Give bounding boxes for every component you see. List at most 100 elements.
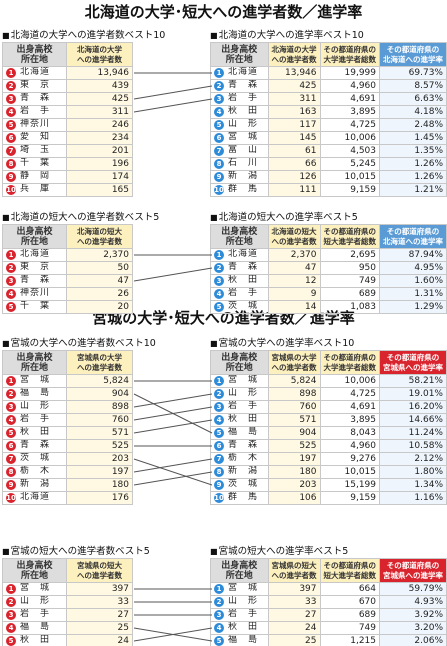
table-row: 4 福 島 25 — [2, 621, 133, 635]
pref-name: 東 京 — [20, 80, 51, 91]
pref-cell: 2 青 森 — [210, 261, 269, 275]
rank-badge: 7 — [6, 453, 16, 464]
pref-name: 北海道 — [228, 67, 259, 78]
table-row: 2 青 森 425 4,960 8.57% — [210, 79, 447, 93]
header-pref: 出身高校 所在地 — [2, 224, 67, 249]
pref-name: 静 岡 — [20, 171, 51, 182]
table-row: 4 秋 田 571 3,895 14.66% — [210, 413, 447, 427]
pref-name: 青 森 — [228, 262, 259, 273]
table-row: 3 青 森 47 — [2, 274, 133, 288]
table-row: 10 兵 庫 165 — [2, 183, 133, 197]
count-cell: 106 — [267, 491, 321, 505]
rate-cell: 1.29% — [379, 300, 447, 314]
table-row: 2 山 形 898 4,725 19.01% — [210, 387, 447, 401]
table-row: 6 青 森 525 — [2, 439, 133, 453]
count-cell: 47 — [66, 274, 133, 288]
pref-name: 茨 城 — [228, 479, 259, 490]
rate-cell: 16.20% — [379, 400, 447, 414]
pref-name: 茨 城 — [20, 453, 51, 464]
count-cell: 176 — [66, 491, 133, 505]
count-cell: 439 — [66, 79, 133, 93]
rate-cell: 87.94% — [379, 248, 447, 262]
count-cell: 27 — [66, 608, 133, 622]
pref-cell: 6 愛 知 — [2, 131, 67, 145]
pref-cell: 7 富 山 — [210, 144, 269, 158]
rank-badge: 3 — [6, 609, 16, 620]
pref-cell: 4 神奈川 — [2, 287, 67, 301]
rate-cell: 2.06% — [379, 634, 447, 646]
count-cell: 203 — [66, 452, 133, 466]
total-cell: 749 — [319, 274, 380, 288]
pref-cell: 1 北海道 — [2, 66, 67, 80]
rank-badge: 5 — [6, 301, 16, 312]
table-row: 8 千 葉 196 — [2, 157, 133, 171]
rank-badge: 1 — [214, 583, 224, 594]
table-row: 5 秋 田 24 — [2, 634, 133, 646]
rank-badge: 1 — [214, 249, 224, 260]
count-cell: 311 — [66, 105, 133, 119]
table-row: 4 神奈川 26 — [2, 287, 133, 301]
table-row: 4 岩 手 9 689 1.31% — [210, 287, 447, 301]
total-cell: 9,159 — [319, 183, 380, 197]
pref-cell: 1 宮 城 — [2, 582, 67, 596]
pref-name: 宮 城 — [228, 583, 259, 594]
count-cell: 27 — [267, 608, 321, 622]
rate-cell: 4.95% — [379, 261, 447, 275]
header-count: 北海道の短大 への進学者数 — [267, 224, 321, 249]
total-cell: 4,691 — [319, 92, 380, 106]
rank-badge: 7 — [214, 453, 224, 464]
rate-cell: 1.21% — [379, 183, 447, 197]
count-cell: 66 — [267, 157, 321, 171]
pref-cell: 1 宮 城 — [210, 374, 269, 388]
rank-badge: 4 — [214, 288, 224, 299]
total-cell: 4,725 — [319, 387, 380, 401]
table-mg_uni_num: 出身高校 所在地 宮城県の大学 への進学者数 1 宮 城 5,824 2 福 島 904 3 山 形 8… — [2, 350, 133, 505]
total-cell: 1,215 — [319, 634, 380, 646]
table-row: 10 群 馬 106 9,159 1.16% — [210, 491, 447, 505]
rank-badge: 2 — [6, 80, 16, 91]
pref-name: 山 形 — [20, 596, 51, 607]
table-row: 2 山 形 33 — [2, 595, 133, 609]
table-hk_uni_rate: 出身高校 所在地 北海道の大学 への進学者数 その都道府県の 大学進学者総数 その都道府県の… — [210, 42, 447, 197]
total-cell: 4,960 — [319, 79, 380, 93]
table-row: 2 山 形 33 670 4.93% — [210, 595, 447, 609]
table-row: 7 埼 玉 201 — [2, 144, 133, 158]
link-line — [133, 393, 213, 434]
pref-name: 千 葉 — [20, 158, 51, 169]
table-row: 7 栃 木 197 9,276 2.12% — [210, 452, 447, 466]
pref-cell: 9 新 潟 — [2, 478, 67, 492]
rank-badge: 2 — [214, 388, 224, 399]
total-cell: 3,895 — [319, 105, 380, 119]
pref-cell: 9 静 岡 — [2, 170, 67, 184]
rate-cell: 11.24% — [379, 426, 447, 440]
rate-cell: 59.79% — [379, 582, 447, 596]
rank-badge: 4 — [214, 622, 224, 633]
pref-cell: 10 群 馬 — [210, 183, 269, 197]
total-cell: 689 — [319, 608, 380, 622]
table-row: 5 秋 田 571 — [2, 426, 133, 440]
rate-cell: 58.21% — [379, 374, 447, 388]
pref-cell: 4 福 島 — [2, 621, 67, 635]
count-cell: 904 — [267, 426, 321, 440]
section-label-hk_jc_rate: 北海道の短大への進学率ベスト5 — [210, 212, 358, 224]
table-row: 10 北海道 176 — [2, 491, 133, 505]
count-cell: 898 — [66, 400, 133, 414]
pref-cell: 10 北海道 — [2, 491, 67, 505]
header-count: 北海道の短大 への進学者数 — [66, 224, 133, 249]
table-row: 3 岩 手 27 — [2, 608, 133, 622]
pref-name: 青 森 — [228, 440, 259, 451]
table-row: 8 新 潟 180 10,015 1.80% — [210, 465, 447, 479]
link-line — [133, 406, 213, 421]
count-cell: 163 — [267, 105, 321, 119]
header-count: 宮城県の大学 への進学者数 — [267, 350, 321, 375]
pref-cell: 2 東 京 — [2, 261, 67, 275]
pref-name: 新 潟 — [228, 466, 259, 477]
rank-badge: 9 — [214, 479, 224, 490]
count-cell: 47 — [267, 261, 321, 275]
count-cell: 898 — [267, 387, 321, 401]
rate-cell: 1.26% — [379, 170, 447, 184]
pref-name: 宮 城 — [20, 583, 51, 594]
rate-cell: 1.34% — [379, 478, 447, 492]
pref-name: 秋 田 — [228, 414, 259, 425]
pref-cell: 9 茨 城 — [210, 478, 269, 492]
